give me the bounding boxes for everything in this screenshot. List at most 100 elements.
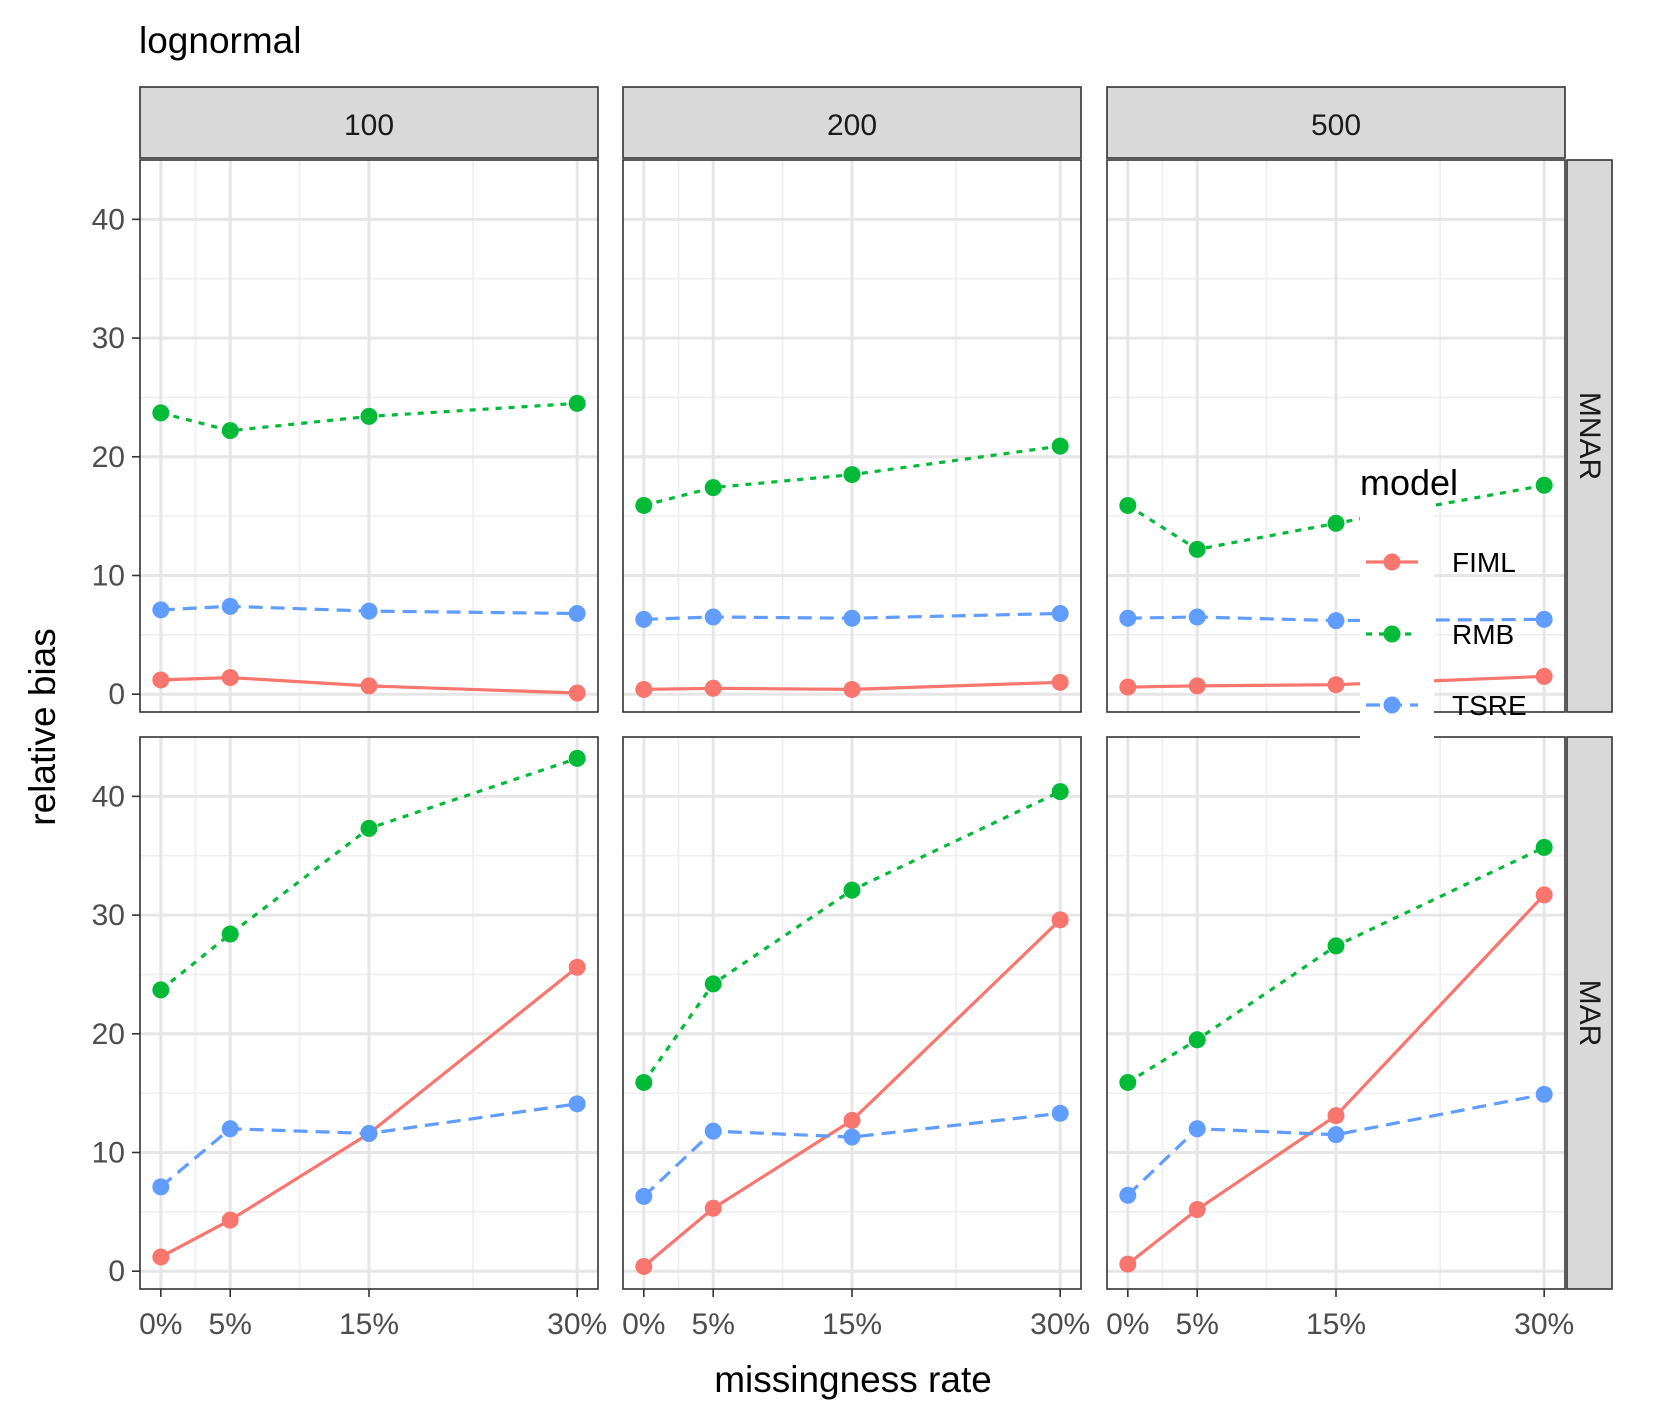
data-point-TSRE [221,597,239,615]
data-point-RMB [1327,937,1345,955]
panel-MNAR-100 [139,159,599,713]
data-point-TSRE [704,608,722,626]
data-point-TSRE [843,1128,861,1146]
data-point-TSRE [1051,1104,1069,1122]
data-point-FIML [1051,673,1069,691]
data-point-FIML [1535,886,1553,904]
legend-label-TSRE: TSRE [1452,690,1527,721]
data-point-FIML [843,1111,861,1129]
data-point-FIML [568,958,586,976]
series-line-TSRE [642,1111,1061,1198]
data-point-FIML [1119,1255,1137,1273]
data-point-FIML [704,1199,722,1217]
data-point-TSRE [360,602,378,620]
data-point-TSRE [635,610,653,628]
series-line-FIML [160,966,579,1259]
x-tick-label: 5% [209,1308,252,1341]
data-point-FIML [152,671,170,689]
data-point-RMB [1188,1031,1206,1049]
data-point-FIML [1188,677,1206,695]
series-line-RMB [160,401,578,433]
data-point-RMB [1188,540,1206,558]
legend-key-point-FIML [1383,553,1401,571]
x-tick-label: 15% [339,1308,399,1341]
x-tick-label: 5% [692,1308,735,1341]
data-point-RMB [843,466,861,484]
y-tick-label: 20 [92,1018,125,1051]
data-point-TSRE [221,1120,239,1138]
data-point-RMB [704,479,722,497]
column-strip-100 [139,86,599,159]
data-point-TSRE [152,601,170,619]
data-point-FIML [152,1248,170,1266]
data-point-TSRE [1327,612,1345,630]
x-tick-label: 0% [1106,1308,1149,1341]
data-point-FIML [568,684,586,702]
data-point-RMB [1119,496,1137,514]
y-axis-title: relative bias [22,628,63,825]
data-point-FIML [635,680,653,698]
series-line-RMB [159,756,578,992]
row-strip-MAR [1566,736,1613,1290]
x-axis-title: missingness rate [714,1359,992,1400]
data-point-RMB [360,407,378,425]
data-point-RMB [635,1073,653,1091]
legend-title: model [1360,462,1458,503]
column-strip-500 [1106,86,1566,159]
x-tick-label: 15% [822,1308,882,1341]
series-line-FIML [643,680,1061,692]
y-tick-label: 30 [92,899,125,932]
legend-label-RMB: RMB [1452,619,1514,650]
panel-border [1106,159,1566,713]
data-point-RMB [1051,783,1069,801]
x-tick-label: 0% [622,1308,665,1341]
data-point-FIML [1327,676,1345,694]
data-point-RMB [635,496,653,514]
column-strip-label-200: 200 [827,109,877,142]
column-strip-label-500: 500 [1311,109,1361,142]
data-point-FIML [843,680,861,698]
data-point-FIML [1327,1107,1345,1125]
data-point-TSRE [1188,1120,1206,1138]
data-point-RMB [221,422,239,440]
data-point-RMB [152,404,170,422]
data-point-RMB [1327,514,1345,532]
y-tick-label: 0 [108,678,125,711]
y-tick-label: 30 [92,322,125,355]
data-point-FIML [1119,678,1137,696]
data-point-FIML [360,677,378,695]
chart-title: lognormal [139,20,301,61]
data-point-TSRE [1188,608,1206,626]
panel-MNAR-500 [1106,159,1566,713]
panels-layer: 100 200 500 MNAR MAR 0 10 20 30 40 0 10 20 30 40 0% 5% 15… [92,86,1613,1341]
column-strip-200 [622,86,1082,159]
panel-MAR-100 [139,736,599,1290]
series-line-TSRE [160,604,578,616]
data-point-FIML [704,679,722,697]
series-line-TSRE [643,611,1061,621]
panel-border [139,159,599,713]
y-tick-label: 20 [92,441,125,474]
series-line-FIML [160,675,578,695]
panel-border [622,159,1082,713]
series-line-FIML [642,918,1062,1268]
y-tick-label: 40 [92,780,125,813]
series-line-TSRE [159,1102,578,1189]
data-point-RMB [568,749,586,767]
data-point-TSRE [1119,1186,1137,1204]
series-line-RMB [1126,483,1545,552]
data-point-FIML [1535,667,1553,685]
y-tick-label: 10 [92,1136,125,1169]
data-point-TSRE [1327,1126,1345,1144]
row-strip-MNAR [1566,159,1613,713]
data-point-TSRE [360,1124,378,1142]
data-point-RMB [1051,437,1069,455]
x-tick-label: 30% [1030,1308,1090,1341]
data-point-RMB [843,881,861,899]
panel-MAR-500 [1106,736,1566,1290]
series-line-RMB [642,790,1061,1084]
data-point-RMB [704,975,722,993]
data-point-FIML [1051,911,1069,929]
legend: model FIML RMB TSRE [1360,462,1527,748]
